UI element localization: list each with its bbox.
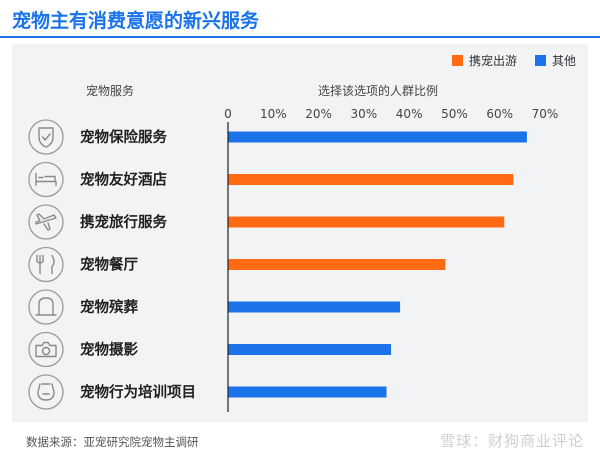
- fork-knife-icon-ring: [28, 246, 64, 283]
- training-icon-ring: [28, 374, 64, 410]
- category-label: 携宠旅行服务: [80, 213, 167, 231]
- chart-legend: 携宠出游 其他: [434, 52, 576, 69]
- category-label: 宠物行为培训项目: [80, 383, 196, 401]
- data-source-note: 数据来源：亚宠研究院宠物主调研: [26, 435, 199, 449]
- legend-swatch-blue: [534, 55, 546, 66]
- training-icon: [37, 383, 55, 401]
- x-tick-label: 20%: [305, 107, 332, 121]
- category-label: 宠物保险服务: [80, 128, 167, 146]
- bar: [228, 259, 446, 270]
- legend-item-travel: 携宠出游: [451, 52, 517, 69]
- x-tick-label: 10%: [260, 107, 287, 121]
- camera-icon-ring: [28, 331, 64, 368]
- category-label: 宠物友好酒店: [80, 171, 167, 189]
- bar: [228, 174, 514, 185]
- category-label: 宠物殡葬: [80, 298, 138, 316]
- axis-header: 选择该选项的人群比例: [318, 84, 439, 98]
- shield-check-icon-ring: [28, 119, 64, 155]
- chart-panel: [12, 44, 588, 422]
- legend-label-travel: 携宠出游: [468, 54, 517, 68]
- x-tick-label: 70%: [532, 107, 559, 121]
- camera-icon: [35, 341, 57, 358]
- legend-label-other: 其他: [551, 54, 576, 68]
- bar: [228, 131, 527, 143]
- x-tick-label: 50%: [441, 107, 468, 121]
- airplane-icon-ring: [28, 204, 64, 240]
- fork-knife-icon: [36, 254, 55, 275]
- x-tick-label: 0: [224, 107, 232, 121]
- category-label: 宠物摄影: [80, 341, 138, 359]
- title-divider: [0, 36, 600, 38]
- category-header: 宠物服务: [86, 84, 135, 98]
- bar: [228, 301, 401, 313]
- bed-icon-ring: [28, 161, 64, 198]
- legend-item-other: 其他: [534, 52, 576, 69]
- shield-check-icon: [38, 127, 54, 148]
- watermark-credit: 雪球：财狗商业评论: [439, 432, 584, 450]
- bar: [228, 386, 387, 398]
- bar: [228, 216, 505, 228]
- airplane-icon: [35, 213, 57, 231]
- memorial-icon-ring: [28, 289, 64, 325]
- memorial-icon: [35, 297, 57, 316]
- bed-icon: [35, 172, 57, 187]
- category-label: 宠物餐厅: [80, 256, 138, 274]
- x-tick-label: 30%: [351, 107, 378, 121]
- x-tick-label: 40%: [396, 107, 423, 121]
- legend-swatch-orange: [451, 55, 463, 66]
- x-tick-label: 60%: [486, 107, 513, 121]
- bar: [228, 344, 392, 355]
- chart-title: 宠物主有消费意愿的新兴服务: [12, 10, 260, 32]
